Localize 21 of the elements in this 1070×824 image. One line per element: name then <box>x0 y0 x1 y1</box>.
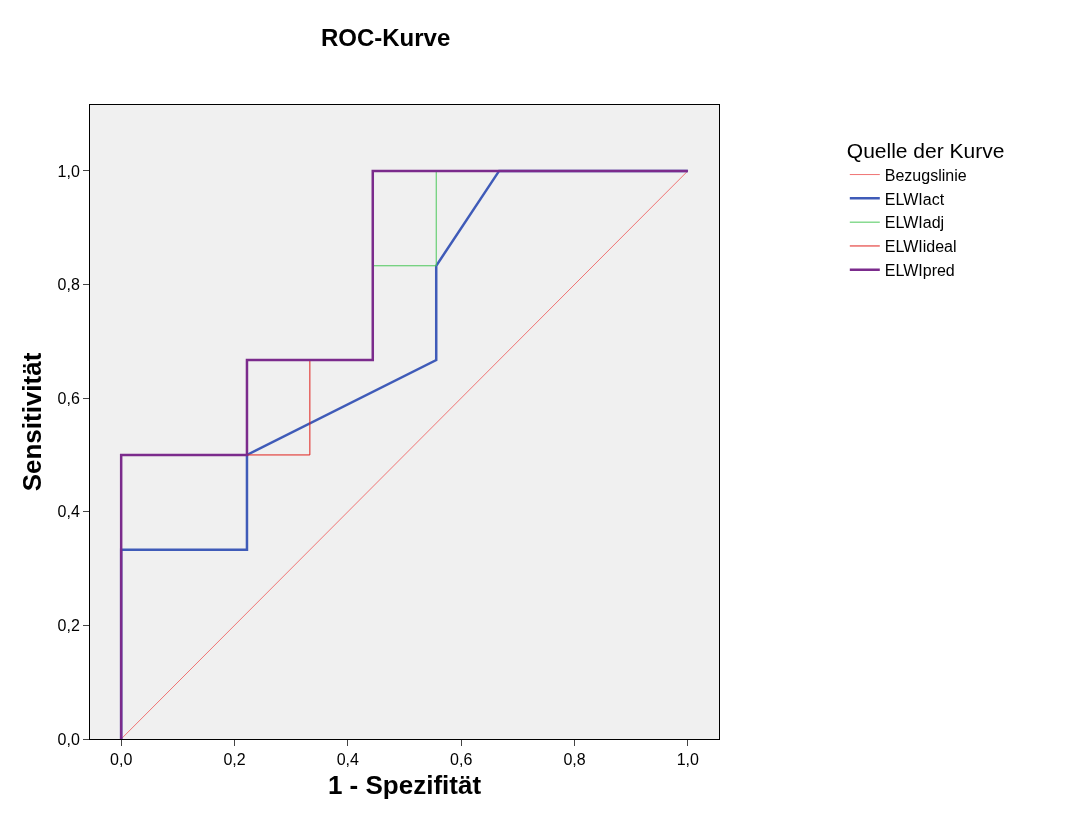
legend-label: Bezugslinie <box>884 166 967 184</box>
x-axis-title: 1 - Spezifität <box>327 769 482 800</box>
x-tick-label: 1,0 <box>676 751 700 769</box>
legend-label: ELWIadj <box>884 214 945 232</box>
y-axis-title: Sensitivität <box>16 352 47 492</box>
y-tick-label: 0,4 <box>57 503 80 521</box>
legend-label: ELWIpred <box>884 262 955 279</box>
y-tick-label: 0,2 <box>57 616 80 634</box>
x-tick-label: 0,8 <box>563 751 586 769</box>
legend-title: Quelle der Kurve <box>846 138 1005 162</box>
legend-label: ELWIideal <box>884 238 957 256</box>
chart-title: ROC-Kurve <box>320 23 451 51</box>
y-tick-label: 1,0 <box>57 162 80 180</box>
y-tick-label: 0,8 <box>57 276 80 294</box>
x-tick-label: 0,2 <box>223 751 246 769</box>
y-tick-label: 0,6 <box>57 389 80 407</box>
x-tick-label: 0,6 <box>450 751 473 769</box>
x-tick-label: 0,4 <box>336 751 360 769</box>
y-tick-label: 0,0 <box>57 730 80 748</box>
legend-label: ELWIact <box>884 190 945 208</box>
x-tick-label: 0,0 <box>110 751 133 769</box>
